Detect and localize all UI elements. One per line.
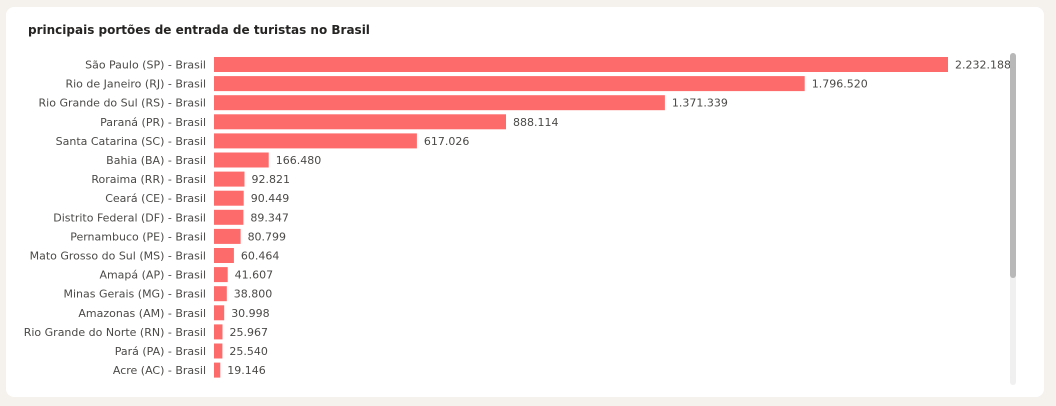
chart-title: principais portões de entrada de turista… bbox=[28, 23, 370, 37]
data-label: 1.796.520 bbox=[812, 78, 868, 91]
category-label: Acre (AC) - Brasil bbox=[113, 364, 206, 377]
data-label: 2.232.188 bbox=[955, 59, 1011, 72]
category-label: Amazonas (AM) - Brasil bbox=[78, 307, 206, 320]
data-label: 888.114 bbox=[513, 116, 559, 129]
bar[interactable] bbox=[214, 267, 228, 283]
bar[interactable] bbox=[214, 324, 223, 340]
category-label: Rio Grande do Norte (RN) - Brasil bbox=[24, 326, 206, 339]
category-label: Rio de Janeiro (RJ) - Brasil bbox=[65, 78, 206, 91]
bar[interactable] bbox=[214, 190, 244, 206]
bar-chart: São Paulo (SP) - Brasil 2.232.188 Rio de J… bbox=[24, 57, 1011, 378]
category-label: São Paulo (SP) - Brasil bbox=[85, 59, 206, 72]
bar[interactable] bbox=[214, 133, 417, 149]
data-label: 25.540 bbox=[229, 345, 268, 358]
bar[interactable] bbox=[214, 209, 244, 225]
bar[interactable] bbox=[214, 248, 234, 263]
bar[interactable] bbox=[214, 228, 241, 244]
bar[interactable] bbox=[214, 57, 948, 72]
bar[interactable] bbox=[214, 114, 506, 130]
category-label: Amapá (AP) - Brasil bbox=[99, 269, 206, 282]
category-label: Bahia (BA) - Brasil bbox=[106, 154, 206, 167]
category-label: Roraima (RR) - Brasil bbox=[91, 173, 206, 186]
data-label: 41.607 bbox=[235, 269, 274, 282]
bar[interactable] bbox=[214, 171, 245, 187]
data-label: 38.800 bbox=[234, 288, 273, 301]
bar[interactable] bbox=[214, 343, 223, 359]
data-label: 89.347 bbox=[250, 211, 289, 224]
bar[interactable] bbox=[214, 286, 227, 302]
bar[interactable] bbox=[214, 362, 221, 378]
data-label: 25.967 bbox=[230, 326, 269, 339]
category-label: Mato Grosso do Sul (MS) - Brasil bbox=[30, 250, 206, 263]
category-label: Rio Grande do Sul (RS) - Brasil bbox=[39, 97, 206, 110]
category-label: Santa Catarina (SC) - Brasil bbox=[56, 135, 206, 148]
data-label: 92.821 bbox=[252, 173, 291, 186]
vertical-scrollbar[interactable] bbox=[1010, 53, 1016, 385]
scrollbar-thumb[interactable] bbox=[1010, 53, 1016, 278]
data-label: 60.464 bbox=[241, 250, 279, 263]
bar[interactable] bbox=[214, 76, 805, 92]
bar[interactable] bbox=[214, 305, 225, 321]
category-label: Minas Gerais (MG) - Brasil bbox=[63, 288, 206, 301]
data-label: 90.449 bbox=[251, 192, 290, 205]
category-label: Distrito Federal (DF) - Brasil bbox=[53, 211, 206, 224]
data-label: 1.371.339 bbox=[672, 97, 728, 110]
category-label: Pernambuco (PE) - Brasil bbox=[70, 230, 206, 243]
data-label: 30.998 bbox=[231, 307, 270, 320]
data-label: 166.480 bbox=[276, 154, 322, 167]
chart-card: principais portões de entrada de turista… bbox=[6, 7, 1044, 397]
data-label: 19.146 bbox=[227, 364, 266, 377]
category-label: Pará (PA) - Brasil bbox=[115, 345, 206, 358]
bar[interactable] bbox=[214, 152, 269, 168]
bar[interactable] bbox=[214, 95, 665, 111]
data-label: 617.026 bbox=[424, 135, 470, 148]
data-label: 80.799 bbox=[248, 230, 287, 243]
category-label: Paraná (PR) - Brasil bbox=[100, 116, 206, 129]
category-label: Ceará (CE) - Brasil bbox=[105, 192, 206, 205]
